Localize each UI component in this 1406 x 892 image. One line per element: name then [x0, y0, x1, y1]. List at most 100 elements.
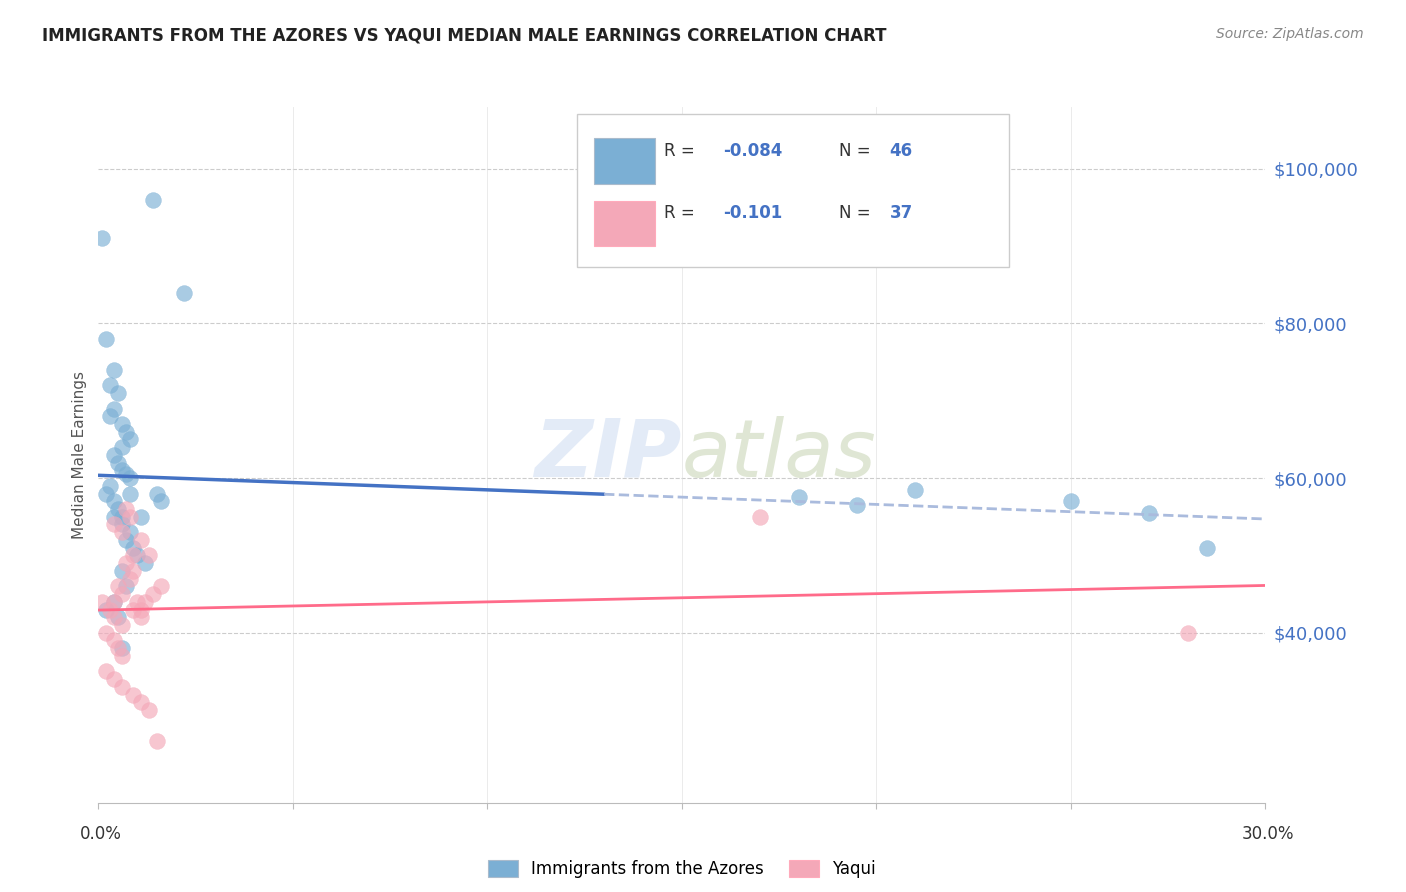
- Point: [127, 595, 149, 609]
- Point: [103, 672, 125, 686]
- Point: [1177, 625, 1199, 640]
- Point: [98, 409, 121, 424]
- Point: [96, 602, 118, 616]
- Point: [96, 625, 118, 640]
- Point: [787, 491, 810, 505]
- Point: [111, 587, 134, 601]
- Y-axis label: Median Male Earnings: Median Male Earnings: [72, 371, 87, 539]
- Text: atlas: atlas: [682, 416, 877, 494]
- FancyBboxPatch shape: [595, 138, 655, 184]
- Point: [118, 486, 141, 500]
- Point: [111, 641, 134, 656]
- Point: [122, 541, 145, 555]
- Point: [107, 610, 129, 624]
- Point: [111, 618, 134, 632]
- Point: [122, 602, 145, 616]
- Point: [748, 509, 770, 524]
- Point: [111, 525, 134, 540]
- Point: [122, 564, 145, 578]
- Point: [96, 486, 118, 500]
- Text: 46: 46: [890, 142, 912, 160]
- Point: [122, 688, 145, 702]
- Point: [127, 549, 149, 563]
- Text: 30.0%: 30.0%: [1241, 825, 1295, 843]
- Text: 0.0%: 0.0%: [80, 825, 122, 843]
- Point: [103, 517, 125, 532]
- Point: [129, 610, 152, 624]
- Point: [134, 595, 156, 609]
- Point: [111, 517, 134, 532]
- Point: [111, 564, 134, 578]
- Text: -0.101: -0.101: [723, 204, 782, 222]
- Point: [149, 494, 172, 508]
- Point: [103, 610, 125, 624]
- Point: [118, 509, 141, 524]
- Text: R =: R =: [665, 204, 706, 222]
- Point: [107, 456, 129, 470]
- Point: [107, 386, 129, 401]
- Point: [118, 471, 141, 485]
- Point: [107, 502, 129, 516]
- Point: [118, 433, 141, 447]
- Point: [129, 509, 152, 524]
- FancyBboxPatch shape: [576, 114, 1008, 267]
- Point: [118, 525, 141, 540]
- FancyBboxPatch shape: [595, 201, 655, 246]
- Point: [98, 602, 121, 616]
- Point: [118, 572, 141, 586]
- Point: [1137, 506, 1160, 520]
- Point: [103, 509, 125, 524]
- Point: [111, 417, 134, 431]
- Point: [114, 502, 136, 516]
- Point: [103, 363, 125, 377]
- Point: [114, 467, 136, 482]
- Point: [122, 549, 145, 563]
- Text: 37: 37: [890, 204, 912, 222]
- Point: [173, 285, 195, 300]
- Text: ZIP: ZIP: [534, 416, 682, 494]
- Point: [107, 641, 129, 656]
- Point: [111, 463, 134, 477]
- Point: [103, 494, 125, 508]
- Text: -0.084: -0.084: [723, 142, 782, 160]
- Point: [114, 556, 136, 570]
- Point: [138, 703, 160, 717]
- Point: [138, 549, 160, 563]
- Point: [1195, 541, 1218, 555]
- Text: N =: N =: [839, 204, 876, 222]
- Point: [134, 556, 156, 570]
- Text: IMMIGRANTS FROM THE AZORES VS YAQUI MEDIAN MALE EARNINGS CORRELATION CHART: IMMIGRANTS FROM THE AZORES VS YAQUI MEDI…: [42, 27, 887, 45]
- Point: [91, 231, 114, 245]
- Point: [103, 595, 125, 609]
- Legend: Immigrants from the Azores, Yaqui: Immigrants from the Azores, Yaqui: [481, 854, 883, 885]
- Point: [129, 602, 152, 616]
- Point: [98, 378, 121, 392]
- Point: [129, 695, 152, 709]
- Point: [142, 587, 165, 601]
- Point: [846, 498, 869, 512]
- Point: [103, 401, 125, 416]
- Point: [103, 595, 125, 609]
- Point: [103, 633, 125, 648]
- Point: [111, 648, 134, 663]
- Point: [129, 533, 152, 547]
- Point: [146, 734, 169, 748]
- Point: [114, 425, 136, 439]
- Point: [111, 440, 134, 454]
- Point: [111, 680, 134, 694]
- Point: [146, 486, 169, 500]
- Point: [114, 579, 136, 593]
- Point: [904, 483, 927, 497]
- Text: N =: N =: [839, 142, 876, 160]
- Point: [149, 579, 172, 593]
- Point: [98, 479, 121, 493]
- Point: [142, 193, 165, 207]
- Point: [91, 595, 114, 609]
- Point: [1060, 494, 1083, 508]
- Text: R =: R =: [665, 142, 700, 160]
- Point: [96, 332, 118, 346]
- Point: [103, 448, 125, 462]
- Text: Source: ZipAtlas.com: Source: ZipAtlas.com: [1216, 27, 1364, 41]
- Point: [111, 509, 134, 524]
- Point: [114, 533, 136, 547]
